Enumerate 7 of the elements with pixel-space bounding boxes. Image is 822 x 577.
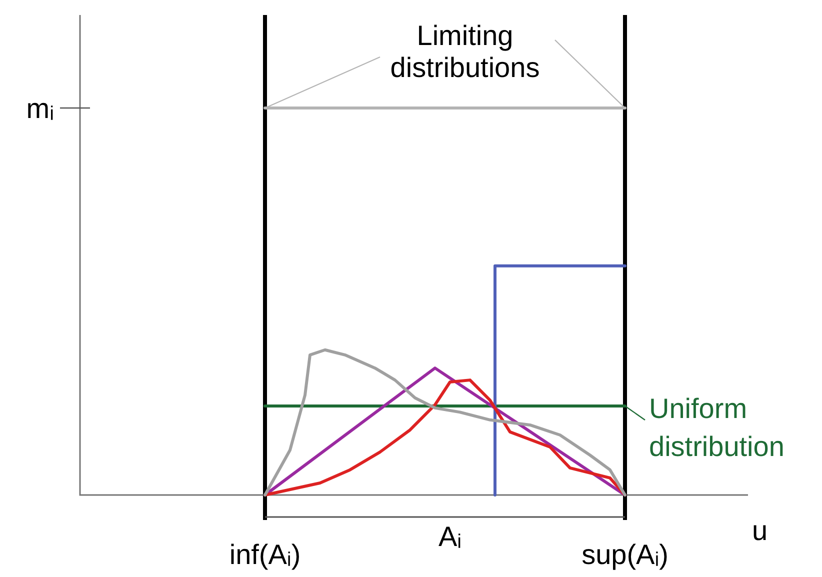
- x-tick-label: sup(Aᵢ): [582, 539, 668, 570]
- x-tick-label: Aᵢ: [438, 521, 462, 552]
- legend-label: Uniform distribution: [649, 392, 784, 462]
- x-tick-label: inf(Aᵢ): [229, 539, 301, 570]
- text: mᵢ: [26, 93, 54, 124]
- text: Limiting distributions: [390, 20, 540, 83]
- x-axis-title: u: [752, 515, 768, 546]
